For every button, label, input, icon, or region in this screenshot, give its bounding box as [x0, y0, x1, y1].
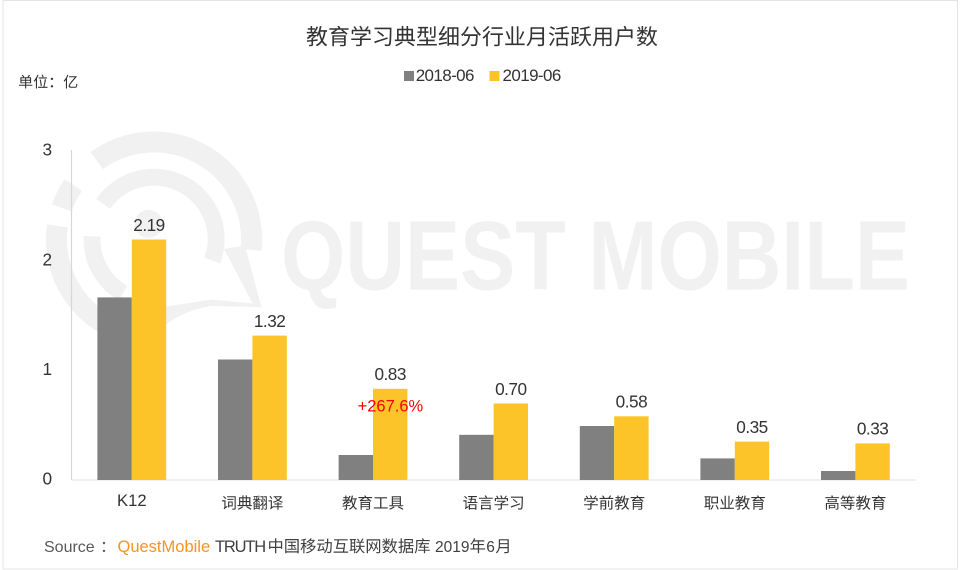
svg-text:0.70: 0.70: [495, 379, 526, 399]
svg-text:1: 1: [42, 359, 52, 379]
svg-text:TRUTH: TRUTH: [215, 538, 265, 556]
svg-text:0.35: 0.35: [736, 417, 767, 437]
svg-text:+267.6%: +267.6%: [358, 398, 424, 416]
svg-text:2.19: 2.19: [133, 215, 164, 235]
svg-text:QUEST MOBILE: QUEST MOBILE: [281, 201, 910, 311]
svg-text:2018-06: 2018-06: [416, 66, 474, 85]
svg-text:3: 3: [42, 140, 52, 160]
svg-text:0.58: 0.58: [616, 392, 647, 412]
svg-text:0.83: 0.83: [374, 364, 405, 384]
svg-text:2019: 2019: [435, 539, 469, 556]
svg-text:QuestMobile: QuestMobile: [118, 538, 211, 556]
svg-text:0.33: 0.33: [857, 419, 888, 439]
svg-text:2: 2: [42, 249, 52, 269]
svg-text:0: 0: [42, 469, 52, 489]
svg-text:K12: K12: [117, 491, 147, 510]
svg-text:6: 6: [486, 539, 495, 556]
svg-text:Source: Source: [44, 539, 95, 556]
svg-text:2019-06: 2019-06: [503, 66, 561, 85]
svg-text:1.32: 1.32: [254, 311, 285, 331]
